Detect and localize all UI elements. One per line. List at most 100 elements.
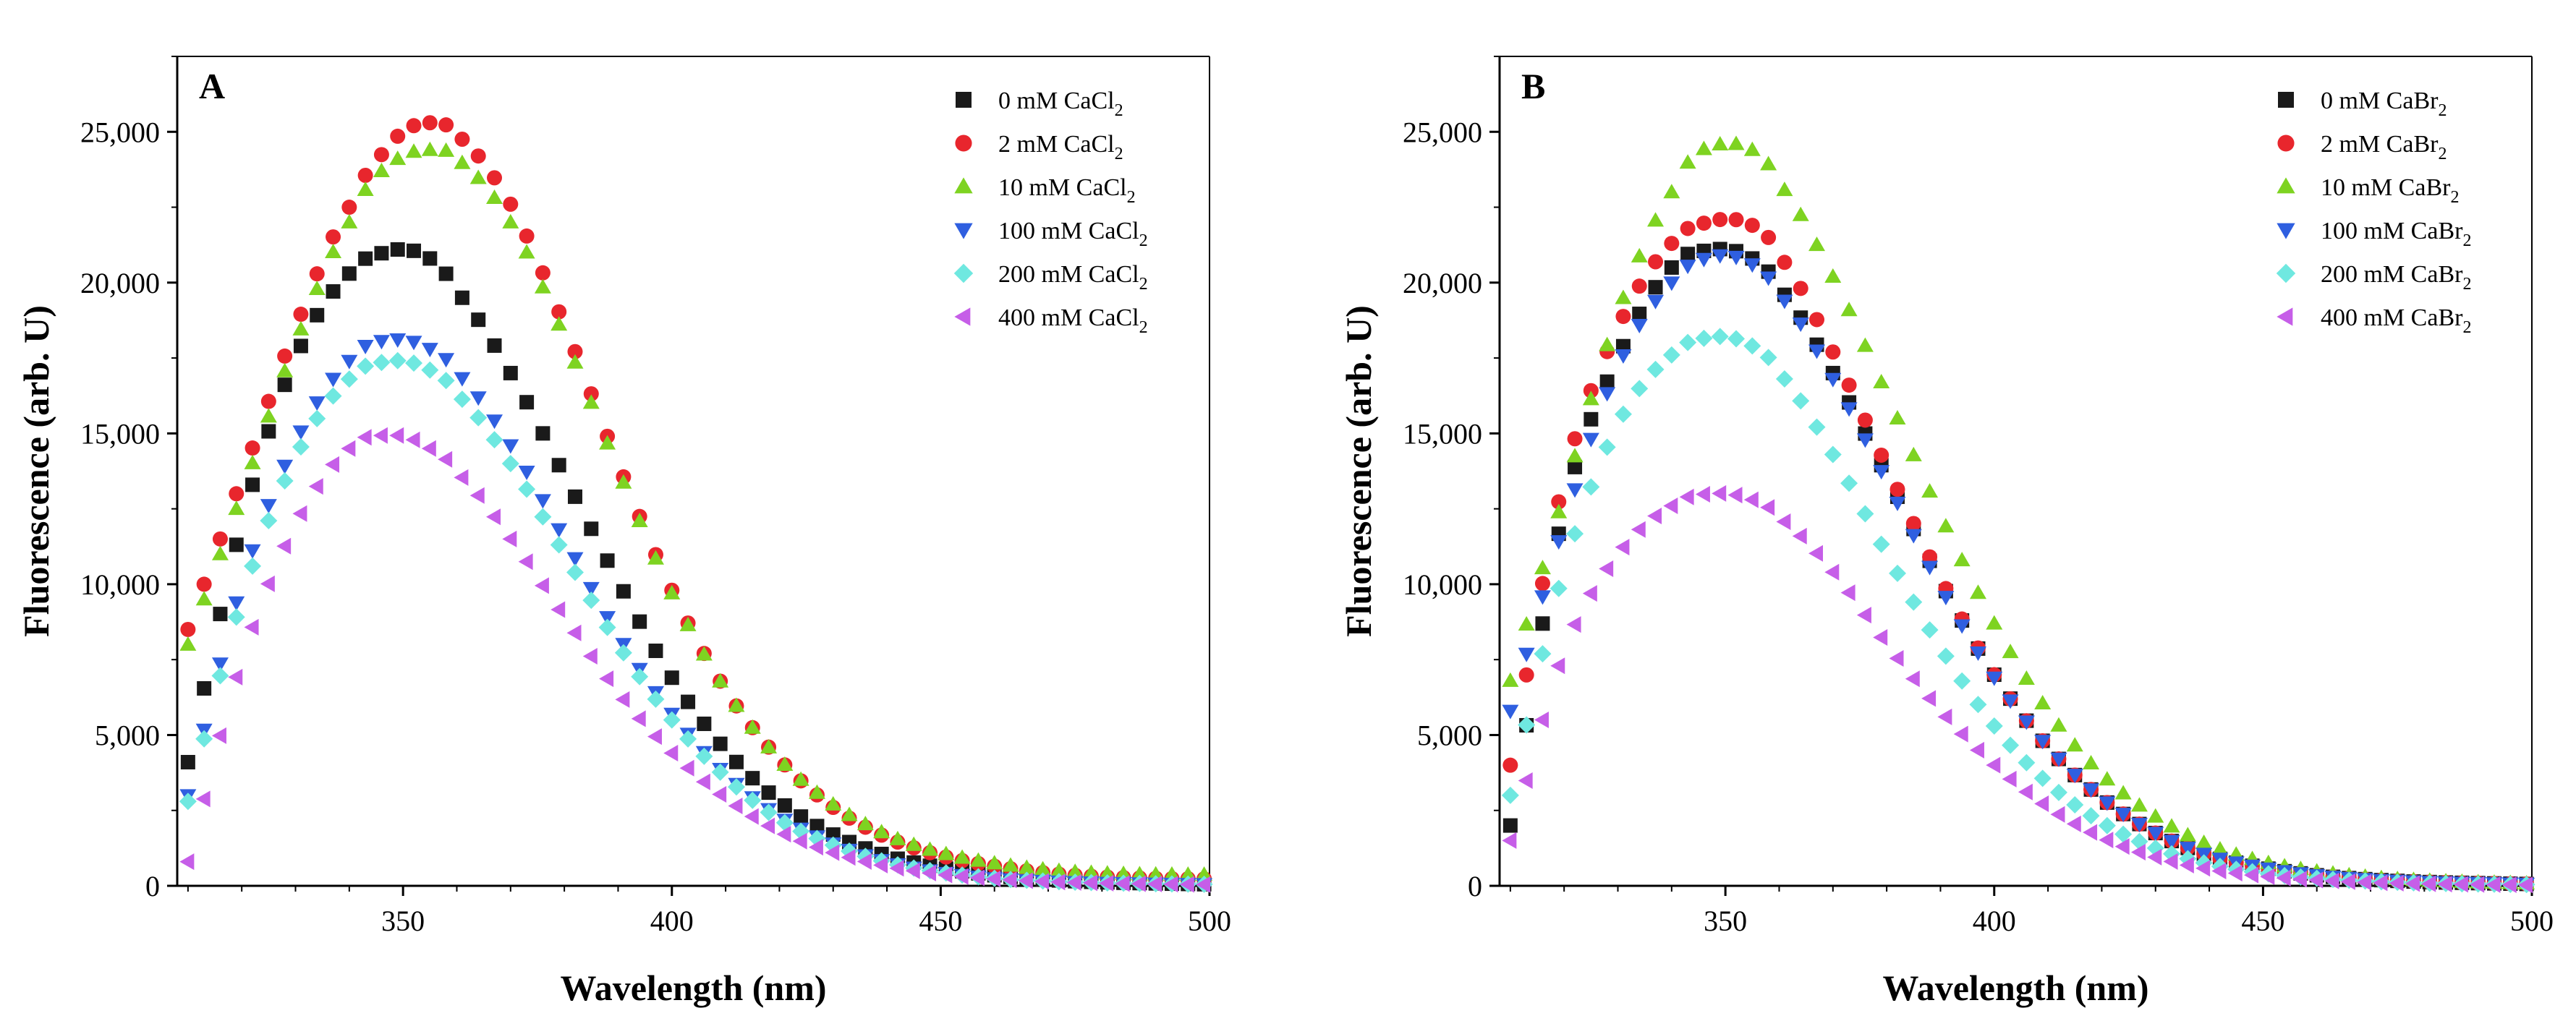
data-point (2179, 856, 2194, 874)
data-point (357, 429, 372, 446)
data-point (1518, 772, 1533, 790)
data-point (1163, 876, 1178, 893)
data-point (582, 581, 600, 597)
data-point (1534, 711, 1549, 728)
data-point (1727, 487, 1743, 504)
data-point (180, 754, 195, 769)
data-point (1534, 560, 1551, 575)
data-point (276, 537, 292, 555)
data-point (228, 668, 243, 686)
legend-entry-label: 400 mM CaBr (2321, 304, 2463, 331)
data-point (1727, 135, 1745, 150)
data-point (276, 459, 294, 474)
data-point (2437, 876, 2452, 893)
legend-entry-label: 0 mM CaBr (2321, 87, 2439, 114)
data-point (1889, 410, 1906, 425)
data-point (760, 803, 778, 821)
data-point (744, 719, 761, 734)
data-point (1808, 418, 1826, 436)
data-point (776, 826, 791, 843)
data-point (502, 530, 517, 547)
data-point (1953, 672, 1971, 690)
data-point (341, 200, 357, 215)
data-point (873, 856, 888, 874)
data-point (2018, 670, 2035, 686)
panel-b: 350 400 450 500 0 5,000 10,000 15,000 20,000 25,0… (1338, 56, 2554, 1008)
data-point (1648, 254, 1664, 270)
data-point (308, 478, 323, 495)
data-point (1647, 294, 1665, 309)
series-triangle-up (179, 141, 1213, 881)
data-point (357, 168, 373, 184)
data-point (1808, 545, 1824, 562)
data-point (1099, 865, 1116, 880)
data-point (760, 817, 775, 834)
data-point (1599, 336, 1616, 351)
data-point (213, 607, 228, 622)
data-point (2083, 824, 2098, 841)
data-point (1953, 619, 1971, 634)
data-point (1743, 337, 1761, 355)
data-point (1066, 863, 1084, 879)
data-point (2066, 737, 2083, 752)
data-point (792, 771, 809, 786)
data-point (1696, 215, 1712, 231)
data-point (1680, 247, 1696, 262)
data-point (2098, 816, 2116, 834)
data-point (1873, 629, 1888, 646)
legend-entry-subscript: 2 (2438, 101, 2447, 120)
data-point (1583, 383, 1599, 398)
data-point (551, 316, 568, 331)
y-tick-label: 5,000 (1417, 719, 1482, 751)
data-point (1631, 318, 1648, 333)
data-point (712, 786, 727, 803)
data-point (2163, 818, 2180, 833)
data-point (293, 307, 309, 323)
data-point (2147, 808, 2164, 823)
data-point (1695, 329, 1713, 347)
data-point (2130, 818, 2148, 833)
data-point (1018, 859, 1035, 874)
data-point (922, 864, 937, 881)
data-point (2308, 871, 2324, 889)
data-point (760, 738, 778, 753)
data-point (2083, 755, 2100, 770)
data-point (357, 181, 374, 196)
data-point (2340, 873, 2355, 890)
data-point (1582, 432, 1599, 448)
data-point (2389, 874, 2404, 892)
data-point (1856, 505, 1874, 523)
data-point (1632, 307, 1647, 322)
data-point (2002, 694, 2019, 709)
data-point (1568, 459, 1583, 474)
data-point (695, 773, 710, 790)
data-point (647, 550, 664, 565)
data-point (1535, 616, 1550, 631)
data-point (1662, 346, 1680, 364)
data-point (1760, 271, 1777, 286)
data-point (1582, 390, 1599, 406)
data-point (1598, 438, 1616, 456)
data-point (647, 728, 662, 746)
data-point (808, 784, 825, 799)
data-point (2357, 874, 2372, 891)
data-point (1599, 560, 1614, 578)
data-point (485, 431, 503, 449)
data-point (1728, 212, 1744, 228)
data-point (808, 839, 823, 856)
data-point (1986, 756, 2001, 774)
data-point (551, 304, 567, 320)
data-point (551, 523, 568, 538)
data-point (421, 141, 438, 156)
data-point (1969, 696, 1987, 714)
data-point (1711, 328, 1729, 346)
data-point (1905, 593, 1923, 611)
y-axis-title: Fluorescence (arb. U) (1338, 305, 1379, 637)
x-axis-title: Wavelength (nm) (560, 968, 826, 1008)
data-point (2470, 876, 2485, 893)
data-point (390, 128, 406, 144)
data-point (341, 213, 358, 229)
data-point (2405, 875, 2420, 892)
data-point (2373, 874, 2388, 892)
